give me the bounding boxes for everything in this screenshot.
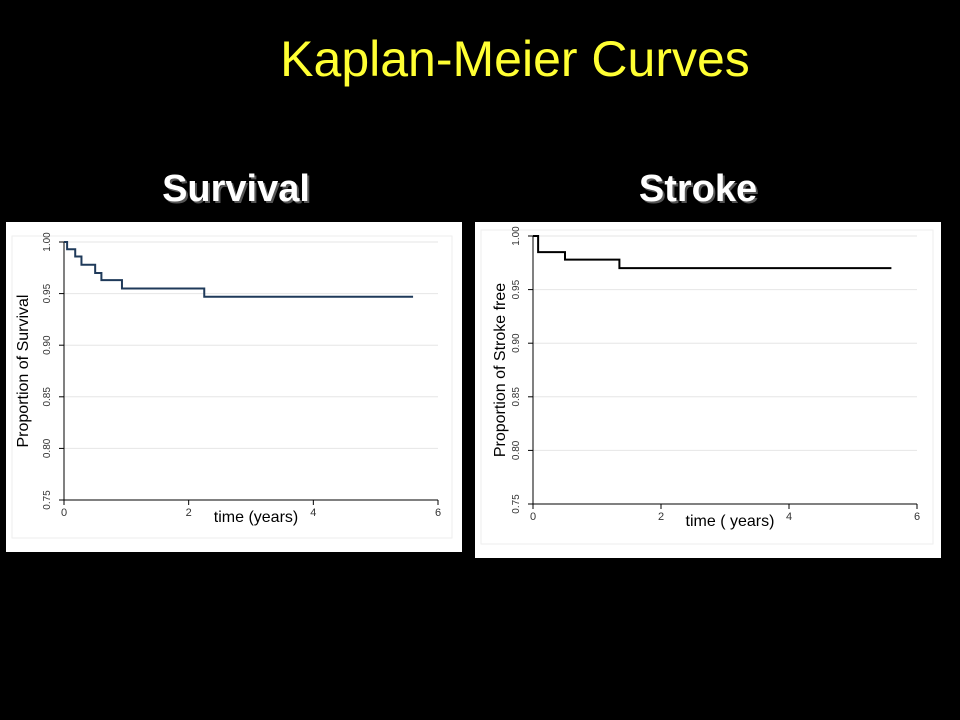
y-tick-label: 0.75 bbox=[511, 494, 522, 514]
y-tick-label: 1.00 bbox=[42, 232, 53, 252]
y-ticks: 0.75 0.80 0.85 0.90 0.95 1.00 bbox=[42, 232, 64, 510]
y-tick-label: 0.85 bbox=[42, 387, 53, 407]
survival-curve-line bbox=[64, 241, 414, 298]
y-tick-label: 0.90 bbox=[42, 335, 53, 355]
stroke-curve-line bbox=[533, 235, 892, 270]
x-tick-label: 4 bbox=[310, 507, 316, 519]
slide-title: Kaplan-Meier Curves bbox=[280, 31, 750, 87]
x-tick-label: 6 bbox=[914, 511, 920, 523]
y-tick-label: 0.80 bbox=[42, 438, 53, 458]
y-tick-label: 1.00 bbox=[511, 226, 522, 246]
x-tick-label: 2 bbox=[186, 507, 192, 519]
y-tick-label: 0.80 bbox=[511, 440, 522, 460]
x-tick-label: 0 bbox=[61, 507, 67, 519]
x-axis-label: time ( years) bbox=[686, 513, 775, 530]
y-tick-label: 0.85 bbox=[511, 387, 522, 407]
stroke-chart-heading: Stroke bbox=[638, 168, 758, 210]
x-tick-label: 4 bbox=[786, 511, 792, 523]
x-tick-label: 6 bbox=[435, 507, 441, 519]
survival-chart-heading: Survival bbox=[162, 168, 310, 210]
y-tick-label: 0.95 bbox=[511, 279, 522, 299]
y-tick-label: 0.90 bbox=[511, 333, 522, 353]
y-axis-label: Proportion of Stroke free bbox=[492, 283, 509, 457]
y-tick-label: 0.95 bbox=[42, 283, 53, 303]
x-tick-label: 0 bbox=[530, 511, 536, 523]
plot-background bbox=[480, 229, 934, 545]
plot-background bbox=[11, 235, 453, 539]
y-tick-label: 0.75 bbox=[42, 490, 53, 510]
survival-chart-panel: 0.75 0.80 0.85 0.90 0.95 1.00 0 2 4 6 Proportion… bbox=[6, 222, 462, 552]
survival-chart: 0.75 0.80 0.85 0.90 0.95 1.00 0 2 4 6 Proportion… bbox=[11, 232, 453, 539]
x-axis-label: time (years) bbox=[214, 509, 298, 526]
y-axis-label: Proportion of Survival bbox=[15, 295, 32, 448]
y-ticks: 0.75 0.80 0.85 0.90 0.95 1.00 bbox=[511, 226, 533, 514]
x-tick-label: 2 bbox=[658, 511, 664, 523]
stroke-chart-panel: 0.75 0.80 0.85 0.90 0.95 1.00 0 2 4 6 Proportion… bbox=[475, 222, 941, 558]
x-ticks: 0 2 4 6 bbox=[530, 504, 920, 523]
stroke-chart: 0.75 0.80 0.85 0.90 0.95 1.00 0 2 4 6 Proportion… bbox=[480, 226, 934, 545]
x-ticks: 0 2 4 6 bbox=[61, 500, 441, 519]
